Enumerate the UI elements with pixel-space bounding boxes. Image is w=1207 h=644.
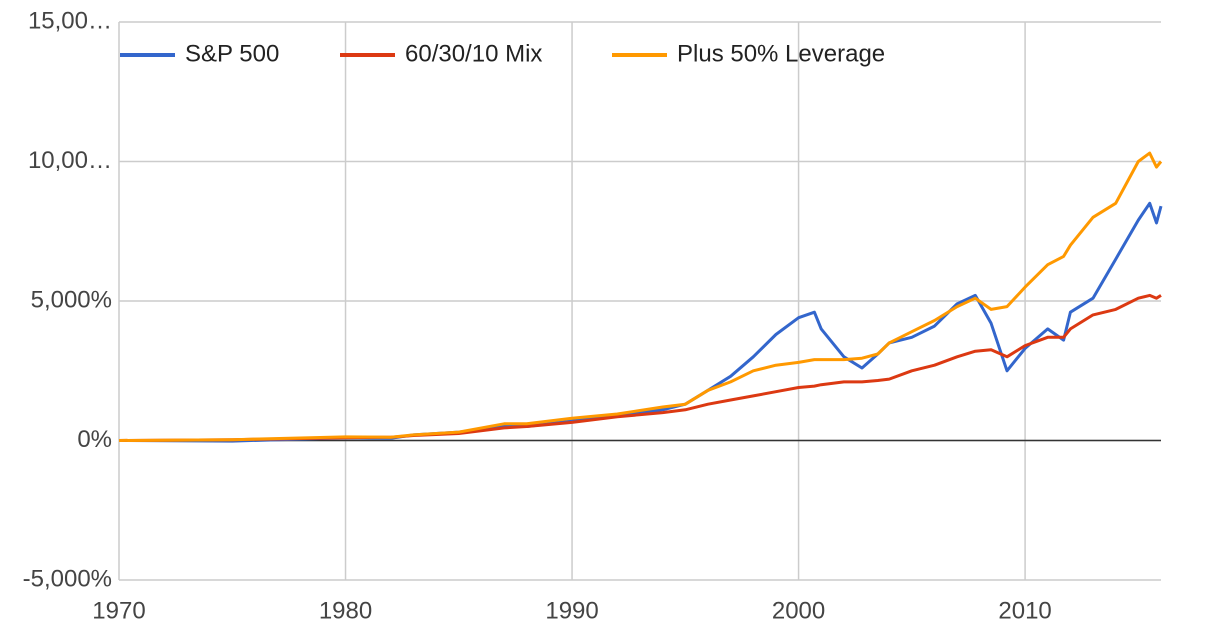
- y-tick-label: 5,000%: [31, 286, 112, 313]
- y-tick-label: 0%: [77, 426, 112, 453]
- y-tick-label: 15,00…: [28, 7, 112, 34]
- series-line: [118, 201, 1163, 443]
- x-tick-label: 2010: [998, 597, 1051, 624]
- legend-text: 60/30/10 Mix: [405, 40, 542, 67]
- legend-text: S&P 500: [185, 40, 279, 67]
- y-tick-label: -5,000%: [23, 565, 112, 592]
- y-tick-label: 10,00…: [28, 147, 112, 174]
- x-tick-label: 2000: [772, 597, 825, 624]
- x-tick-label: 1980: [319, 597, 372, 624]
- series-line: [118, 293, 1162, 442]
- series-line: [118, 151, 1163, 442]
- legend-text: Plus 50% Leverage: [677, 40, 885, 67]
- x-tick-label: 1970: [92, 597, 145, 624]
- x-tick-label: 1990: [545, 597, 598, 624]
